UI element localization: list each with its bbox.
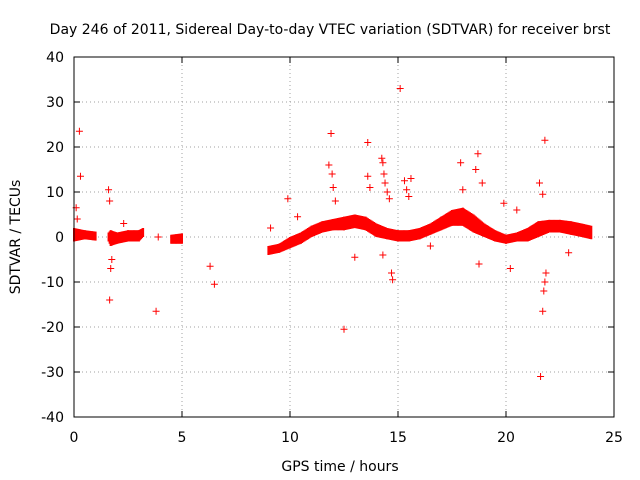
x-tick-label: 20 bbox=[497, 430, 515, 446]
data-point bbox=[294, 213, 302, 221]
data-point bbox=[366, 184, 374, 191]
data-point bbox=[388, 269, 396, 277]
data-point bbox=[565, 249, 573, 257]
data-point bbox=[325, 161, 333, 169]
data-point bbox=[331, 197, 339, 205]
data-point bbox=[407, 175, 415, 182]
data-point bbox=[73, 215, 81, 223]
data-point bbox=[396, 85, 404, 92]
data-point bbox=[106, 197, 114, 205]
y-tick-label: -40 bbox=[41, 410, 64, 426]
x-tick-label: 5 bbox=[178, 430, 187, 446]
data-point bbox=[379, 251, 387, 259]
x-tick-label: 15 bbox=[389, 430, 407, 446]
y-tick-label: 20 bbox=[46, 140, 64, 156]
data-point bbox=[364, 139, 372, 146]
data-point bbox=[364, 172, 372, 180]
data-point bbox=[340, 325, 348, 333]
data-point bbox=[76, 172, 84, 180]
x-tick-labels: 0 5 10 15 20 25 bbox=[70, 430, 623, 446]
data-point bbox=[539, 307, 547, 315]
y-axis-label: SDTVAR / TECUs bbox=[8, 180, 24, 295]
x-tick-label: 0 bbox=[70, 430, 79, 446]
y-tick-label: 30 bbox=[46, 95, 64, 111]
data-point bbox=[75, 127, 83, 135]
x-tick-label: 10 bbox=[281, 430, 299, 446]
data-point bbox=[426, 242, 434, 250]
data-points bbox=[72, 85, 593, 380]
data-point bbox=[474, 150, 482, 158]
data-point bbox=[378, 154, 386, 162]
data-point bbox=[328, 170, 336, 178]
y-tick-labels: -40 -30 -20 -10 0 10 20 30 40 bbox=[41, 50, 64, 426]
data-point bbox=[154, 233, 162, 241]
y-tick-label: 10 bbox=[46, 185, 64, 201]
data-point bbox=[107, 265, 115, 272]
y-tick-label: 40 bbox=[46, 50, 64, 66]
x-tick-label: 25 bbox=[605, 430, 623, 446]
data-point bbox=[152, 307, 160, 315]
data-point bbox=[541, 136, 549, 144]
y-tick-label: -20 bbox=[41, 320, 64, 336]
data-point bbox=[457, 159, 465, 167]
data-point bbox=[405, 193, 413, 200]
data-point bbox=[383, 188, 391, 196]
data-point bbox=[267, 224, 275, 232]
data-point bbox=[475, 260, 483, 268]
data-point bbox=[206, 262, 214, 270]
y-tick-label: -10 bbox=[41, 275, 64, 291]
x-axis-label: GPS time / hours bbox=[281, 459, 398, 475]
data-point bbox=[389, 276, 397, 284]
data-point bbox=[459, 186, 467, 194]
data-point bbox=[541, 278, 549, 286]
data-point bbox=[379, 159, 387, 167]
data-point bbox=[535, 179, 543, 187]
data-point bbox=[506, 265, 514, 272]
data-point bbox=[478, 179, 486, 187]
y-tick-label: -30 bbox=[41, 365, 64, 381]
data-point bbox=[540, 287, 548, 295]
data-point bbox=[539, 190, 547, 198]
data-point bbox=[284, 195, 292, 203]
data-point bbox=[380, 170, 388, 178]
data-point bbox=[351, 253, 359, 261]
data-point bbox=[403, 186, 411, 194]
data-point bbox=[329, 184, 337, 191]
data-point bbox=[381, 179, 389, 187]
data-point bbox=[537, 373, 545, 380]
data-point bbox=[513, 206, 521, 214]
data-point bbox=[120, 220, 128, 227]
data-point bbox=[472, 166, 480, 173]
data-point bbox=[327, 130, 335, 137]
chart-title: Day 246 of 2011, Sidereal Day-to-day VTE… bbox=[50, 22, 611, 38]
data-point bbox=[105, 186, 113, 194]
data-point bbox=[108, 256, 116, 263]
data-point bbox=[210, 280, 218, 288]
data-point bbox=[106, 296, 114, 304]
data-point bbox=[400, 177, 408, 185]
plot-frame bbox=[73, 56, 615, 418]
y-tick-label: 0 bbox=[55, 230, 64, 246]
data-point bbox=[385, 195, 393, 203]
data-point bbox=[500, 199, 508, 207]
data-point bbox=[542, 269, 550, 277]
